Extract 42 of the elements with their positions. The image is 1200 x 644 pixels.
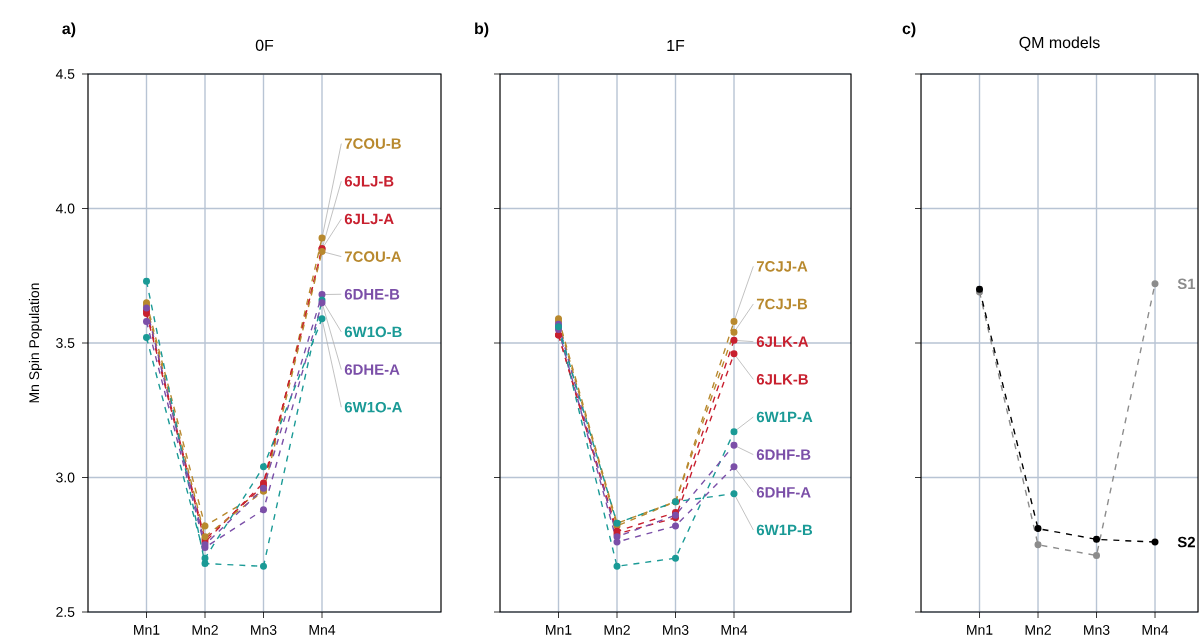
text: 6DHE-A [344,364,400,375]
series-label: 6DHE-B [344,288,400,300]
y-tick-label: 3.5 [56,338,75,348]
text: c) [902,22,916,38]
x-tick-label: Mn3 [663,625,689,635]
y-tick-label: 3.0 [56,472,75,483]
series-label: S2 [1177,536,1195,548]
chart-title: QM models [1019,36,1100,51]
x-tick-label: Mn1 [546,625,572,635]
x-tick-label: Mn2 [192,625,218,635]
series-label: 6DHF-A [756,487,811,498]
text: 6JLJ-B [344,175,394,187]
chart-title: 1F [667,40,685,51]
x-tick-label: Mn4 [1142,625,1169,635]
x-tick-label: Mn3 [1084,625,1110,635]
series-label: 6JLK-A [756,336,809,347]
x-tick-label: Mn1 [134,625,160,635]
text: 7CJJ-A [756,261,808,272]
text: 7COU-B [344,138,401,149]
series-label: 7COU-A [344,251,402,262]
text: b) [475,22,489,38]
x-tick-label: Mn1 [967,625,993,635]
text: 6W1P-B [756,524,813,536]
series-label: 6DHF-B [756,449,811,460]
y-tick-label: 2.5 [56,607,75,617]
x-tick-label: Mn2 [604,625,630,635]
series-label: 6JLK-B [756,374,808,385]
text: a) [62,22,76,38]
y-axis-title: Mn Spin Population [28,283,42,403]
x-tick-label: Mn3 [251,625,277,635]
series-label: S1 [1177,278,1196,290]
y-tick-label: 4.0 [55,203,75,214]
y-tick-label: 4.5 [55,69,75,79]
series-label: 6W1P-A [756,411,813,423]
x-tick-label: Mn2 [1025,625,1051,635]
chart-title: 0F [255,39,274,51]
text: 6JLJ-A [344,213,394,225]
x-tick-label: Mn4 [721,625,748,635]
text: 7CJJ-B [756,298,808,310]
series-label: 6W1O-B [344,326,402,338]
text: 6W1O-A [344,401,403,413]
x-tick-label: Mn4 [309,625,336,635]
